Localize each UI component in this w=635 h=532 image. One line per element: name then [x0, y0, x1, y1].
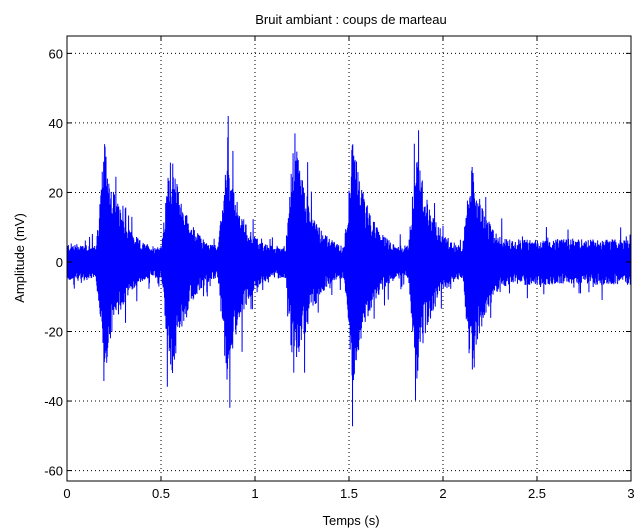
x-axis-label: Temps (s)	[322, 513, 379, 528]
x-tick-label: 0.5	[152, 486, 170, 501]
x-axis-ticks: 0 0.5 1 1.5 2 2.5 3	[63, 36, 635, 501]
y-tick-label: 60	[49, 46, 63, 61]
y-tick-label: 40	[49, 116, 63, 131]
x-tick-label: 3	[627, 486, 634, 501]
x-tick-label: 1	[251, 486, 258, 501]
waveform-series	[66, 116, 632, 427]
y-axis-label: Amplitude (mV)	[12, 213, 27, 303]
x-tick-label: 1.5	[340, 486, 358, 501]
chart-title: Bruit ambiant : coups de marteau	[255, 12, 447, 27]
y-tick-label: 20	[49, 185, 63, 200]
y-tick-label: -60	[44, 464, 63, 479]
y-tick-label: -20	[44, 325, 63, 340]
x-tick-label: 2	[439, 486, 446, 501]
waveform-line	[66, 116, 632, 427]
y-tick-label: -40	[44, 394, 63, 409]
x-tick-label: 0	[63, 486, 70, 501]
y-tick-label: 0	[56, 255, 63, 270]
x-tick-label: 2.5	[528, 486, 546, 501]
y-axis-ticks: -60 -40 -20 0 20 40 60	[44, 46, 631, 479]
